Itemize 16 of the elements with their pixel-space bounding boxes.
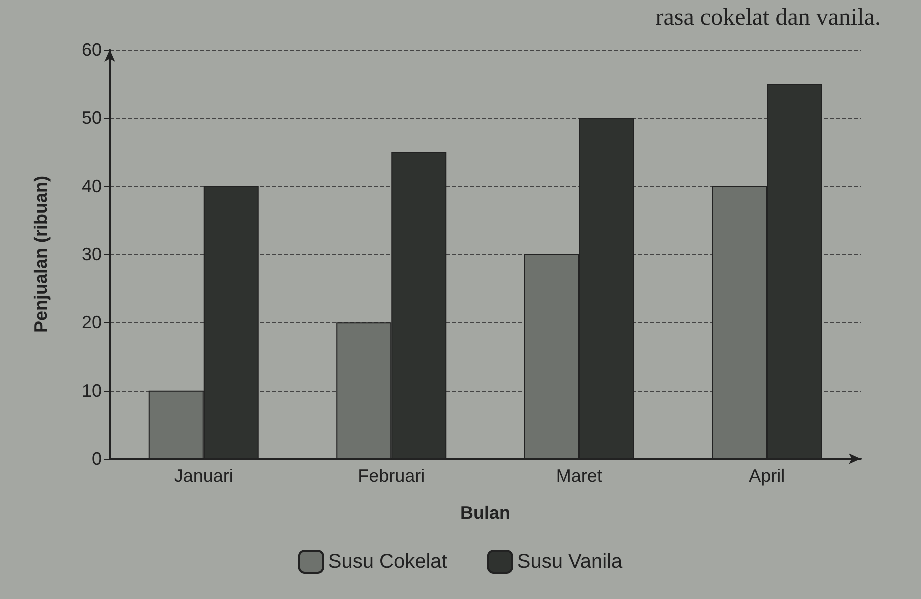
y-tick-label: 40 xyxy=(82,176,102,196)
x-axis-title: Bulan xyxy=(460,503,511,523)
legend-label: Susu Vanila xyxy=(517,551,624,573)
x-tick-label: Maret xyxy=(556,466,602,486)
y-tick-label: 50 xyxy=(82,108,102,128)
y-tick-label: 60 xyxy=(82,40,102,60)
y-tick-label: 20 xyxy=(82,312,102,333)
text: rasa cokelat dan vanila. xyxy=(656,5,882,31)
x-tick-label: Januari xyxy=(174,466,234,486)
y-axis-title: Penjualan (ribuan) xyxy=(31,176,51,334)
legend-label: Susu Cokelat xyxy=(328,551,448,573)
x-tick-label: April xyxy=(749,466,786,486)
x-tick-label: Februari xyxy=(358,466,426,486)
y-tick-label: 0 xyxy=(92,449,102,469)
y-tick-label: 30 xyxy=(82,244,102,264)
y-tick-label: 10 xyxy=(82,380,102,401)
